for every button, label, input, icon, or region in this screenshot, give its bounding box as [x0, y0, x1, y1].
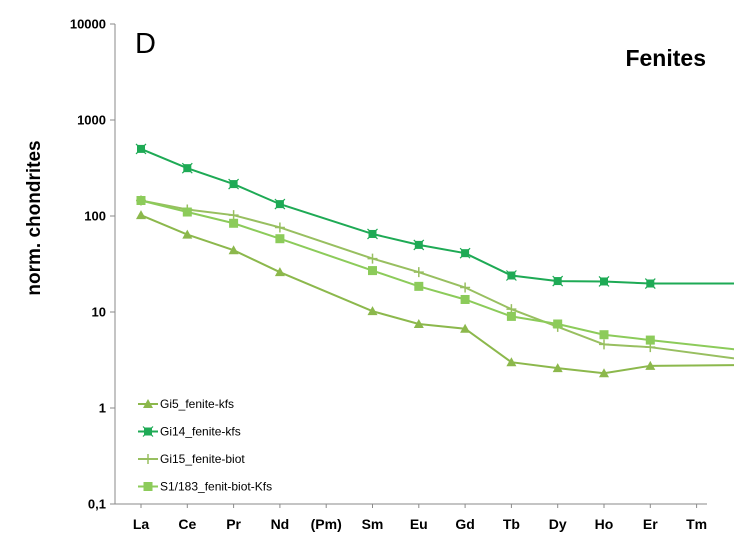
marker-cross — [413, 239, 425, 251]
x-tick-label: Ce — [178, 516, 196, 532]
legend-marker — [143, 454, 153, 464]
legend-label: Gi14_fenite-kfs — [160, 425, 241, 439]
x-tick-label: Tb — [503, 516, 520, 532]
series-1 — [136, 210, 734, 378]
legend-item: Gi14_fenite-kfs — [138, 425, 241, 439]
data-point — [599, 339, 609, 350]
data-point — [645, 360, 656, 370]
y-tick-label: 1000 — [77, 113, 106, 128]
data-point — [414, 281, 424, 291]
chart-title: Fenites — [625, 45, 706, 71]
marker-cross — [135, 143, 147, 155]
legend-label: Gi15_fenite-biot — [160, 452, 245, 466]
y-axis-label: norm. chondrites — [24, 140, 45, 295]
legend-marker — [143, 482, 153, 491]
data-point — [274, 222, 285, 233]
y-tick-label: 10000 — [70, 17, 106, 32]
series-line — [140, 147, 734, 285]
x-tick-label: Nd — [271, 516, 290, 532]
data-point — [598, 276, 610, 287]
x-tick-label: Dy — [549, 516, 567, 532]
x-tick-label: Pr — [226, 516, 241, 532]
data-point — [460, 294, 470, 304]
data-point — [135, 143, 147, 155]
data-point — [367, 228, 378, 240]
data-point — [552, 363, 563, 373]
data-point — [136, 210, 146, 220]
data-point — [367, 306, 378, 316]
data-point — [228, 210, 239, 221]
data-point — [645, 335, 655, 345]
x-tick-label: Tm — [686, 516, 707, 532]
legend-item: Gi5_fenite-kfs — [138, 397, 234, 411]
marker-cross — [142, 426, 154, 437]
marker-cross — [505, 270, 517, 281]
y-tick-label: 10 — [92, 305, 106, 320]
data-point — [599, 330, 609, 340]
x-tick-label: Gd — [455, 516, 474, 532]
data-point — [460, 282, 471, 293]
data-point — [553, 319, 563, 329]
data-point — [644, 278, 656, 289]
data-point — [368, 266, 377, 276]
marker-cross — [367, 228, 378, 240]
data-point — [505, 270, 517, 281]
legend-marker — [142, 426, 154, 437]
y-tick-label: 1 — [99, 401, 106, 416]
data-point — [228, 245, 239, 255]
legend-label: Gi5_fenite-kfs — [160, 397, 234, 411]
legend: Gi5_fenite-kfs Gi14_fenite-kfs Gi15_fenite… — [138, 397, 272, 494]
x-tick-label: Er — [643, 516, 658, 532]
marker-cross — [181, 162, 193, 174]
data-point — [274, 267, 285, 277]
data-point — [274, 198, 286, 210]
legend-item: S1/183_fenit-biot-Kfs — [138, 480, 272, 494]
legend-label: S1/183_fenit-biot-Kfs — [160, 480, 272, 494]
data-point — [181, 162, 193, 174]
x-tick-label: Ho — [595, 516, 614, 532]
data-point — [229, 218, 239, 228]
data-point — [506, 311, 516, 321]
y-axis-ticks: 0,1 1 10 100 1000 10000 — [70, 17, 115, 512]
panel-label: D — [135, 28, 156, 60]
data-point — [413, 239, 425, 251]
y-tick-label: 0,1 — [88, 497, 106, 512]
data-point — [459, 247, 471, 259]
legend-item: Gi15_fenite-biot — [138, 452, 245, 466]
marker-cross — [274, 198, 286, 210]
legend-marker — [143, 399, 153, 408]
data-point — [413, 267, 424, 278]
x-tick-label: La — [133, 516, 150, 532]
data-point — [228, 178, 240, 190]
data-point — [182, 207, 192, 217]
x-tick-label: Sm — [362, 516, 384, 532]
marker-cross — [644, 278, 656, 289]
marker-cross — [598, 276, 610, 287]
data-point — [552, 275, 564, 287]
marker-cross — [552, 275, 564, 287]
marker-cross — [459, 247, 471, 259]
data-point — [460, 323, 471, 333]
series-line — [140, 214, 734, 375]
data-point — [367, 253, 378, 264]
data-point — [182, 229, 193, 239]
data-point — [136, 196, 146, 206]
data-point — [506, 357, 517, 367]
y-tick-label: 100 — [84, 209, 106, 224]
data-point — [413, 318, 424, 328]
x-tick-label: Eu — [410, 516, 428, 532]
plot-axes — [114, 24, 707, 505]
series-4 — [136, 196, 734, 351]
data-point — [275, 234, 285, 244]
marker-cross — [228, 178, 240, 190]
series-group — [135, 143, 734, 378]
series-2 — [135, 143, 734, 289]
data-point — [599, 368, 609, 378]
x-tick-label: (Pm) — [311, 516, 342, 532]
